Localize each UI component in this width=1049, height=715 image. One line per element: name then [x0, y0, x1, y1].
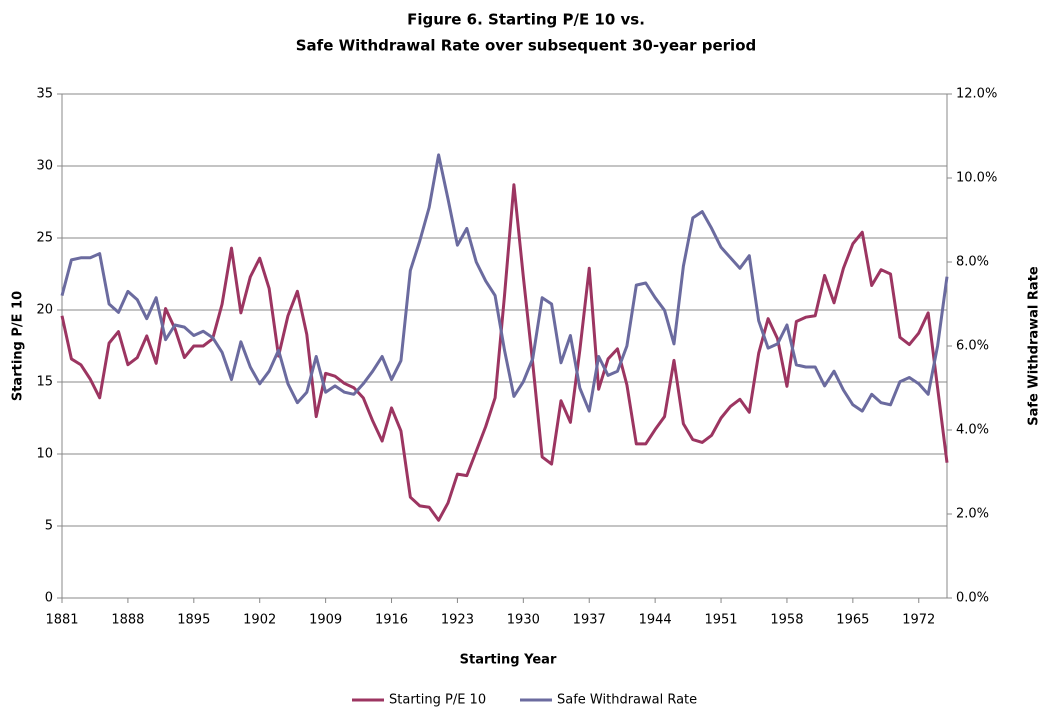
x-tick-label: 1923 [441, 613, 474, 628]
y-tick-label: 15 [36, 375, 53, 390]
x-tick-label: 1965 [836, 613, 869, 628]
x-tick-label: 1909 [309, 613, 342, 628]
legend-label: Safe Withdrawal Rate [557, 693, 697, 708]
x-axis-label: Starting Year [460, 653, 557, 668]
x-tick-label: 1972 [902, 613, 935, 628]
x-tick-label: 1958 [770, 613, 803, 628]
y2-tick-label: 2.0% [956, 507, 989, 522]
y2-tick-label: 12.0% [956, 87, 997, 102]
x-tick-label: 1902 [243, 613, 276, 628]
chart-subtitle: Safe Withdrawal Rate over subsequent 30-… [296, 37, 757, 55]
y-tick-label: 30 [36, 159, 53, 174]
x-tick-label: 1944 [639, 613, 672, 628]
x-tick-label: 1937 [573, 613, 606, 628]
x-tick-label: 1881 [45, 613, 78, 628]
y-tick-label: 25 [36, 231, 53, 246]
y2-tick-label: 10.0% [956, 171, 997, 186]
series-line [60, 183, 949, 522]
x-tick-label: 1888 [111, 613, 144, 628]
y-tick-label: 35 [36, 87, 53, 102]
x-tick-label: 1916 [375, 613, 408, 628]
y2-axis-label: Safe Withdrawal Rate [1027, 266, 1042, 426]
series-line [60, 153, 949, 413]
y2-tick-label: 6.0% [956, 339, 989, 354]
x-tick-label: 1951 [704, 613, 737, 628]
y-tick-label: 5 [45, 519, 53, 534]
y-tick-label: 0 [45, 591, 53, 606]
chart-title: Figure 6. Starting P/E 10 vs. [407, 11, 645, 29]
x-tick-label: 1895 [177, 613, 210, 628]
y-tick-label: 20 [36, 303, 53, 318]
y2-tick-label: 0.0% [956, 591, 989, 606]
y2-tick-label: 8.0% [956, 255, 989, 270]
y2-tick-label: 4.0% [956, 423, 989, 438]
y-axis-label: Starting P/E 10 [11, 291, 26, 401]
legend-label: Starting P/E 10 [389, 693, 486, 708]
y-tick-label: 10 [36, 447, 53, 462]
x-tick-label: 1930 [507, 613, 540, 628]
